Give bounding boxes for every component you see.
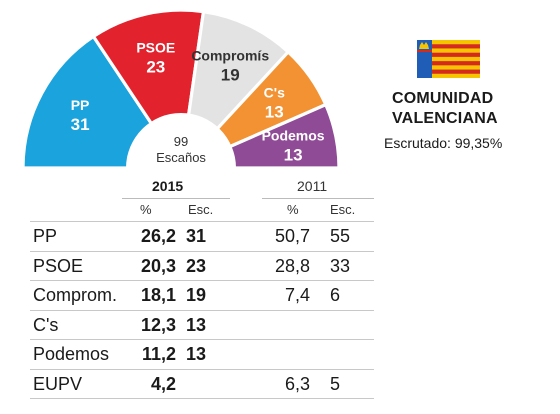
flag-red-band [417, 50, 432, 52]
segment-name-label: Compromís [191, 48, 269, 64]
flag-stripe [417, 48, 480, 53]
year-2011-header: 2011 [297, 178, 328, 194]
seats-2015-cell: 13 [186, 344, 207, 364]
row-divider [30, 339, 374, 340]
party-cell: Podemos [33, 344, 110, 364]
row-divider [30, 368, 374, 370]
seats-2011-cell: 6 [330, 285, 341, 305]
center-hole [126, 113, 236, 223]
seats-2015-cell: 19 [186, 285, 207, 305]
seats-2011-cell: 55 [330, 226, 351, 246]
year-2015-header: 2015 [152, 178, 184, 194]
row-divider [30, 398, 374, 399]
total-seats-label: 99 [174, 134, 188, 149]
region-title: COMUNIDAD VALENCIANA [392, 89, 532, 129]
region-name-line1: COMUNIDAD [392, 90, 494, 107]
seats-2011-cell: 5 [330, 373, 341, 394]
segment-name-label: C's [264, 85, 285, 101]
row-divider [30, 309, 374, 311]
segment-seats-label: 19 [221, 66, 240, 85]
party-cell: PSOE [33, 255, 84, 276]
flag-stripe [417, 61, 480, 66]
party-cell: PP [33, 226, 58, 246]
pct-2015-cell: 20,3 [140, 255, 176, 276]
pct-2011-cell: 50,7 [274, 226, 310, 246]
seats-2015-cell: 13 [186, 314, 207, 335]
pct-2011-cell: 7,4 [284, 285, 310, 305]
pct-header-2011: % [287, 202, 299, 217]
pct-2011-cell: 28,8 [274, 255, 310, 276]
pct-2015-cell: 18,1 [140, 285, 176, 305]
flag-stripe [417, 52, 480, 58]
flag-stripe [417, 40, 480, 45]
row-divider [30, 250, 374, 252]
segment-seats-label: 13 [284, 146, 303, 165]
party-cell: EUPV [33, 373, 83, 394]
party-cell: C's [33, 314, 59, 335]
segment-name-label: Podemos [262, 128, 325, 144]
segment-seats-label: 31 [71, 115, 90, 134]
pct-2015-cell: 12,3 [140, 314, 176, 335]
pct-2015-cell: 26,2 [140, 226, 176, 246]
flag-stripe [417, 73, 480, 78]
flag-crown-icon [419, 42, 429, 49]
flag-stripe [417, 44, 480, 49]
flag-stripe [417, 56, 480, 62]
seats-header-2015: Esc. [188, 202, 214, 217]
row-divider [30, 280, 374, 281]
flag-stripe [417, 65, 480, 70]
party-cell: Comprom. [33, 285, 118, 305]
row-divider [30, 221, 374, 222]
header-divider-2011 [262, 198, 374, 199]
seats-header-2011: Esc. [330, 202, 356, 217]
seats-2015-cell: 23 [186, 255, 207, 276]
segment-name-label: PP [71, 97, 90, 113]
pct-2015-cell: 4,2 [150, 373, 176, 394]
pct-header-2015: % [140, 202, 152, 217]
pct-2011-cell: 6,3 [284, 373, 310, 394]
region-name-line2: VALENCIANA [392, 110, 498, 127]
escrutado-label: Escrutado: 99,35% [384, 135, 503, 151]
pct-2015-cell: 11,2 [141, 344, 176, 364]
valencia-flag-icon [417, 40, 480, 78]
segment-seats-label: 23 [146, 57, 165, 76]
seats-2011-cell: 33 [330, 255, 351, 276]
segment-seats-label: 13 [265, 103, 284, 122]
segment-name-label: PSOE [136, 39, 175, 55]
flag-stripe [417, 69, 480, 74]
total-seats-caption: Escaños [156, 150, 206, 165]
header-divider-2015 [122, 198, 230, 199]
seats-2015-cell: 31 [186, 226, 207, 246]
